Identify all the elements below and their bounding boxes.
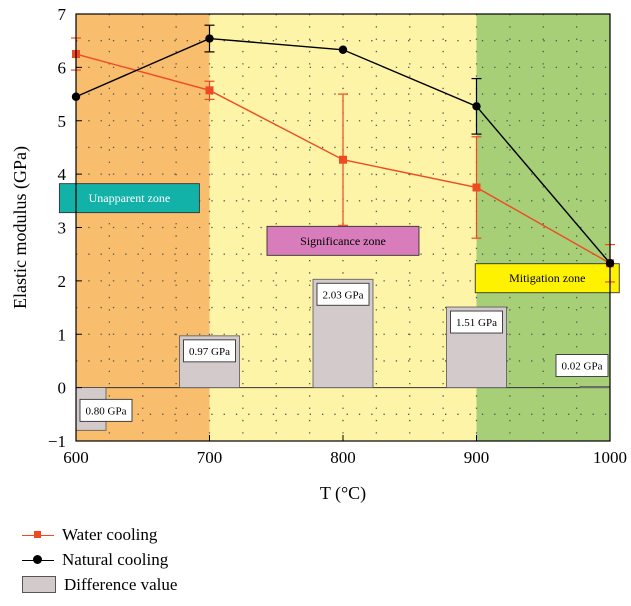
zone-label-significance-zone: Significance zone: [300, 234, 386, 248]
y-tick-label: 5: [58, 112, 67, 131]
x-tick-label: 800: [330, 448, 356, 467]
water-cooling-legend-icon: [20, 528, 56, 542]
x-tick-label: 900: [464, 448, 490, 467]
axis-ticks: 600 700 800 900 1000 −1 0 1 2 3 4 5 6 7: [48, 5, 627, 467]
bar-label: 1.51 GPa: [456, 317, 497, 329]
zone-label-unapparent-zone: Unapparent zone: [89, 191, 171, 205]
zone-labels: Unapparent zone Significance zone Mitigati…: [58, 183, 620, 294]
point-natural-cooling: [338, 45, 348, 54]
natural-cooling-legend-icon: [20, 553, 56, 567]
difference-bar: [579, 386, 611, 389]
bar-label-box: [183, 339, 236, 363]
legend-label-difference-value: Difference value: [64, 574, 178, 594]
legend-label-water-cooling: Water cooling: [62, 524, 158, 544]
bar-label: 0.80 GPa: [86, 405, 127, 417]
bar-label-box: [555, 354, 609, 377]
point-water-cooling: [339, 155, 347, 164]
legend-item-water-cooling: Water cooling: [20, 522, 177, 547]
legend: Water cooling Natural cooling Difference…: [20, 522, 177, 597]
y-tick-label: 6: [58, 58, 67, 77]
difference-bars: 0.80 GPa 0.97 GPa 2.03 GPa 1.51 GPa 0.02 GPa: [75, 278, 611, 431]
legend-item-difference-value: Difference value: [20, 572, 177, 597]
x-tick-label: 600: [63, 448, 89, 467]
x-tick-label: 700: [197, 448, 223, 467]
bar-label: 0.97 GPa: [189, 346, 230, 358]
point-water-cooling: [472, 183, 481, 192]
y-tick-label: −1: [48, 432, 66, 451]
legend-item-natural-cooling: Natural cooling: [20, 547, 177, 572]
y-tick-label: 3: [58, 219, 67, 238]
zone-label-box-unapparent-zone: [58, 183, 200, 214]
difference-value-legend-icon: [22, 576, 56, 593]
x-axis-title: T (°C): [320, 483, 366, 504]
y-tick-label: 7: [58, 5, 67, 24]
point-water-cooling: [205, 86, 214, 95]
point-natural-cooling: [205, 34, 214, 43]
chart: 0.80 GPa 0.97 GPa 2.03 GPa 1.51 GPa 0.02 GPa…: [10, 5, 627, 504]
y-axis-title: Elastic modulus (GPa): [10, 146, 31, 309]
y-tick-label: 2: [58, 272, 67, 291]
bar-label-box: [450, 310, 503, 334]
x-tick-label: 1000: [593, 448, 627, 467]
bar-label: 0.02 GPa: [562, 361, 603, 373]
y-tick-label: 0: [58, 379, 67, 398]
point-natural-cooling: [472, 102, 481, 111]
zone-label-box-significance-zone: [266, 225, 420, 256]
bar-label-box: [79, 398, 133, 422]
y-tick-label: 4: [58, 165, 67, 184]
bar-label-box: [316, 282, 370, 306]
y-tick-label: 1: [58, 325, 67, 344]
legend-label-natural-cooling: Natural cooling: [62, 549, 169, 569]
bar-label: 2.03 GPa: [323, 289, 364, 301]
zone-label-box-mitigation-zone: [474, 263, 620, 294]
zone-label-mitigation-zone: Mitigation zone: [509, 271, 585, 285]
